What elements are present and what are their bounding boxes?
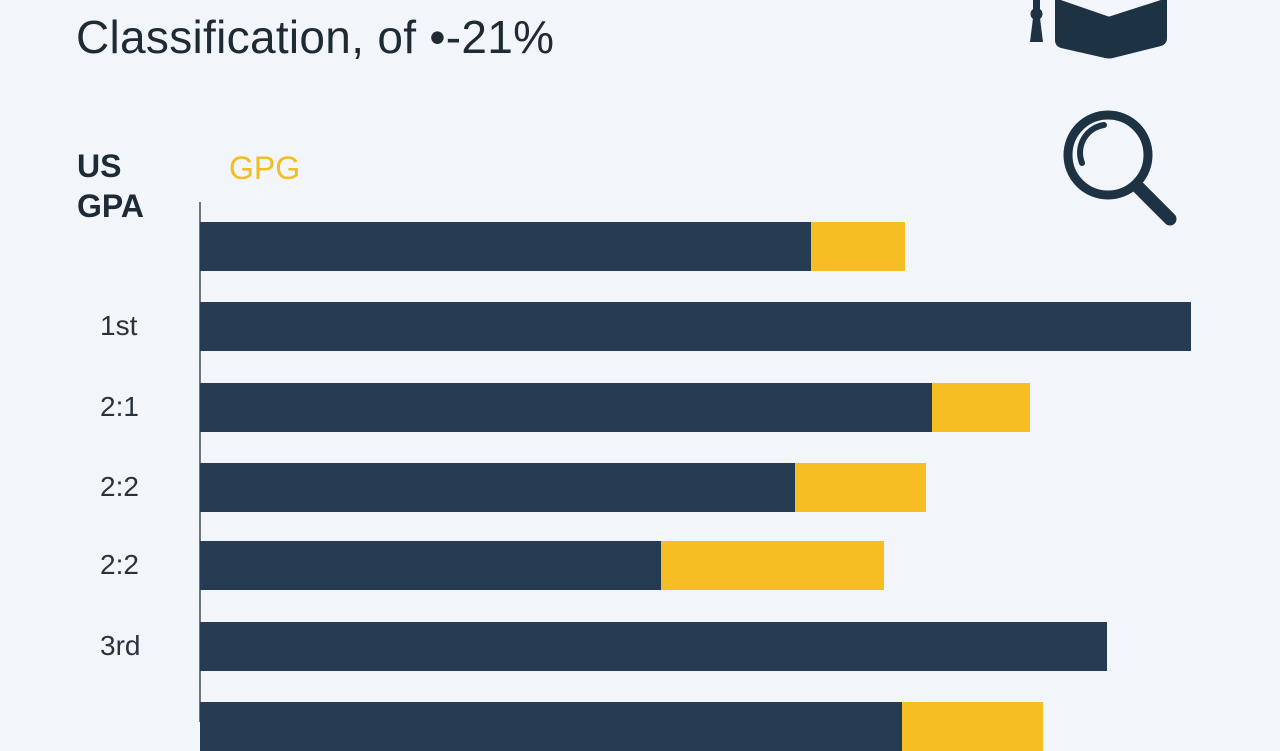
bar-segment-gpg (811, 222, 905, 271)
bar-segment-us-gpa (200, 541, 661, 590)
magnifier-icon (1063, 110, 1177, 226)
category-label: 2:2 (100, 549, 139, 580)
graduation-cap-icon (1030, 0, 1167, 59)
category-label: 2:2 (100, 471, 139, 502)
category-label: 2:1 (100, 391, 139, 422)
bar-row (200, 702, 1043, 751)
bar-row (200, 302, 1191, 351)
bar-segment-us-gpa (200, 222, 811, 271)
bar-segment-us-gpa (200, 702, 902, 751)
bar-row (200, 222, 905, 271)
category-label: 1st (100, 310, 138, 341)
chart-title: Classification, of •-21% (76, 11, 555, 63)
legend-gpg: GPG (229, 150, 301, 186)
y-axis-header-gpa: GPA (77, 188, 144, 224)
y-axis-line (199, 202, 201, 722)
bar-row (200, 383, 1030, 432)
category-label: 3rd (100, 630, 141, 661)
bar-segment-us-gpa (200, 463, 795, 512)
bar-row (200, 541, 884, 590)
y-axis-header-us: US (77, 148, 122, 184)
bar-segment-gpg (902, 702, 1043, 751)
bar-segment-us-gpa (200, 302, 1191, 351)
bar-row (200, 622, 1107, 671)
bar-row (200, 463, 926, 512)
bar-segment-us-gpa (200, 383, 932, 432)
bar-segment-gpg (661, 541, 884, 590)
bar-segment-gpg (795, 463, 926, 512)
bar-segment-us-gpa (200, 622, 1107, 671)
bar-segment-gpg (932, 383, 1030, 432)
